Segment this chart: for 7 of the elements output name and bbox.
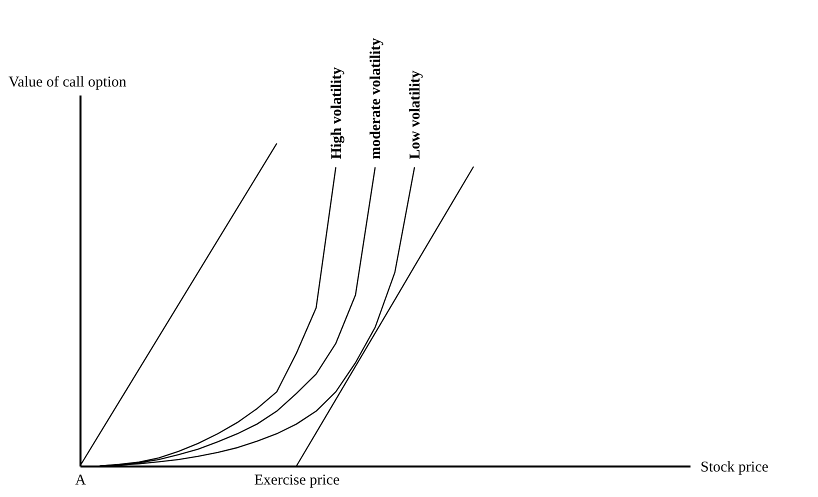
text: moderate volatility bbox=[368, 38, 384, 160]
y-axis-title: Value of call option bbox=[8, 74, 127, 90]
x-tick-label: A bbox=[75, 472, 86, 488]
text: Low volatility bbox=[408, 70, 424, 160]
text: High volatility bbox=[328, 66, 345, 160]
x-tick-label: Exercise price bbox=[254, 472, 340, 488]
x-axis-title: Stock price bbox=[700, 460, 769, 476]
